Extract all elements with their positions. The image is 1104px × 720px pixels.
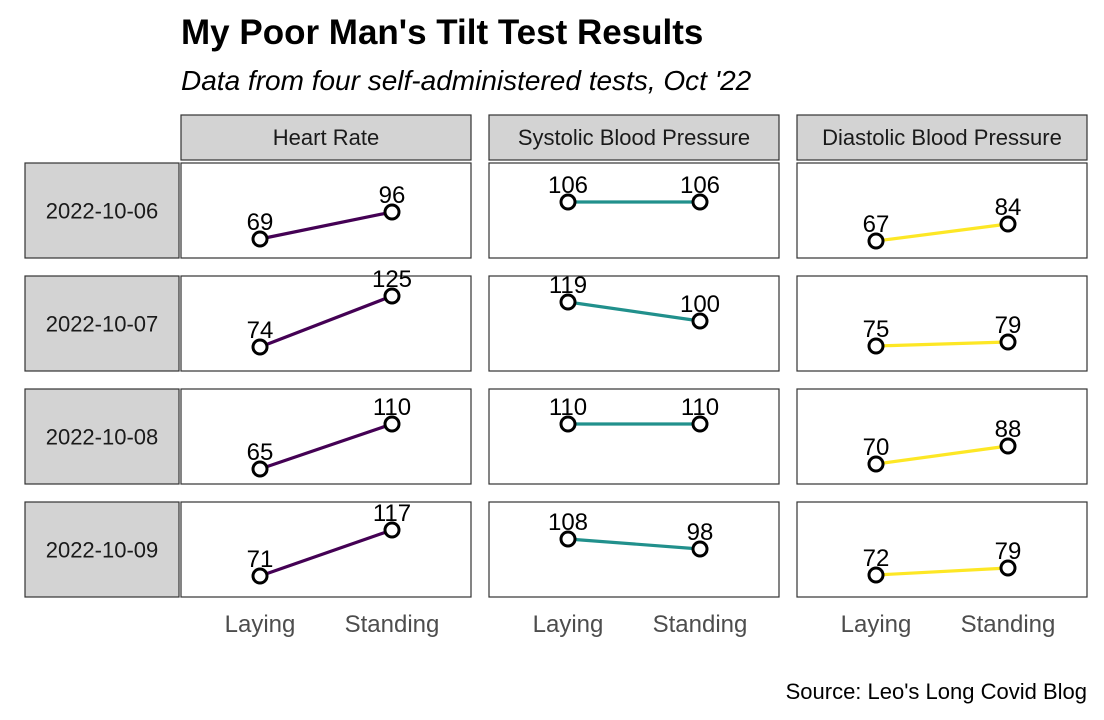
data-point-laying: [559, 193, 577, 211]
panel-systolic-blood-pressure-2022-10-09: [488, 501, 780, 598]
data-label: 88: [995, 416, 1022, 443]
panel-heart-rate-2022-10-08: [180, 388, 472, 485]
strip-label-systolic-blood-pressure: Systolic Blood Pressure: [518, 125, 750, 150]
data-label: 117: [373, 500, 411, 527]
strip-diastolic-blood-pressure: [796, 114, 1088, 161]
series-line: [567, 537, 701, 551]
data-label: 70: [863, 434, 890, 461]
series-line: [259, 210, 393, 241]
data-point-standing: [691, 312, 709, 330]
panel-diastolic-blood-pressure-2022-10-07: [796, 275, 1088, 372]
data-point-laying: [559, 293, 577, 311]
series-line: [875, 444, 1009, 466]
panel-diastolic-blood-pressure-2022-10-09: [796, 501, 1088, 598]
data-point-laying: [251, 460, 269, 478]
data-label: 119: [549, 272, 587, 299]
data-label: 110: [681, 394, 719, 421]
data-label: 125: [372, 266, 412, 293]
row-strip-2022-10-08: [24, 388, 180, 485]
chart-subtitle: Data from four self-administered tests, …: [181, 65, 752, 96]
data-label: 75: [863, 316, 890, 343]
data-label: 98: [687, 519, 714, 546]
data-label: 65: [247, 439, 274, 466]
x-tick-label-standing: Standing: [653, 611, 748, 638]
data-label: 96: [379, 182, 406, 209]
panel-heart-rate-2022-10-07: [180, 275, 472, 372]
data-point-standing: [383, 415, 401, 433]
data-label: 106: [680, 172, 720, 199]
data-point-laying: [251, 338, 269, 356]
data-label: 84: [995, 194, 1022, 221]
x-tick-label-standing: Standing: [961, 611, 1056, 638]
strip-label-heart-rate: Heart Rate: [273, 125, 379, 150]
panel-systolic-blood-pressure-2022-10-06: [488, 162, 780, 259]
series-line: [875, 340, 1009, 348]
data-point-standing: [999, 559, 1017, 577]
data-point-standing: [999, 215, 1017, 233]
data-point-standing: [691, 193, 709, 211]
data-point-laying: [867, 566, 885, 584]
data-label: 74: [247, 317, 274, 344]
x-tick-label-standing: Standing: [345, 611, 440, 638]
row-strip-2022-10-06: [24, 162, 180, 259]
data-point-standing: [691, 415, 709, 433]
chart-caption: Source: Leo's Long Covid Blog: [786, 679, 1087, 704]
data-point-standing: [383, 521, 401, 539]
strip-systolic-blood-pressure: [488, 114, 780, 161]
data-point-standing: [383, 287, 401, 305]
data-label: 79: [995, 312, 1022, 339]
data-label: 72: [863, 545, 890, 572]
data-label: 79: [995, 538, 1022, 565]
data-label: 110: [373, 394, 411, 421]
x-tick-label-laying: Laying: [225, 611, 296, 638]
panel-diastolic-blood-pressure-2022-10-08: [796, 388, 1088, 485]
panel-systolic-blood-pressure-2022-10-07: [488, 275, 780, 372]
data-label: 69: [247, 209, 274, 236]
series-line: [259, 528, 393, 578]
chart-title: My Poor Man's Tilt Test Results: [181, 13, 703, 52]
data-point-laying: [559, 530, 577, 548]
data-point-laying: [559, 415, 577, 433]
series-line: [567, 300, 701, 323]
data-label: 106: [548, 172, 588, 199]
data-point-laying: [867, 232, 885, 250]
series-line: [259, 422, 393, 471]
data-label: 67: [863, 211, 890, 238]
row-strip-2022-10-09: [24, 501, 180, 598]
panel-systolic-blood-pressure-2022-10-08: [488, 388, 780, 485]
strip-label-diastolic-blood-pressure: Diastolic Blood Pressure: [822, 125, 1062, 150]
data-point-laying: [867, 337, 885, 355]
panel-heart-rate-2022-10-06: [180, 162, 472, 259]
data-point-standing: [691, 540, 709, 558]
series-line: [259, 294, 393, 349]
panel-heart-rate-2022-10-09: [180, 501, 472, 598]
data-label: 100: [680, 291, 720, 318]
panel-diastolic-blood-pressure-2022-10-06: [796, 162, 1088, 259]
series-line: [875, 566, 1009, 577]
strip-heart-rate: [180, 114, 472, 161]
row-label-2022-10-09: 2022-10-09: [46, 538, 159, 563]
data-label: 71: [247, 546, 274, 573]
data-point-laying: [251, 567, 269, 585]
row-label-2022-10-08: 2022-10-08: [46, 425, 159, 450]
x-tick-label-laying: Laying: [841, 611, 912, 638]
row-label-2022-10-07: 2022-10-07: [46, 312, 159, 337]
data-point-standing: [999, 333, 1017, 351]
data-point-standing: [383, 203, 401, 221]
x-tick-label-laying: Laying: [533, 611, 604, 638]
data-point-laying: [867, 455, 885, 473]
facet-grid: Heart Rate Systolic Blood Pressure Diastol…: [24, 114, 1088, 638]
row-strip-2022-10-07: [24, 275, 180, 372]
data-point-laying: [251, 230, 269, 248]
data-label: 108: [548, 509, 588, 536]
data-point-standing: [999, 437, 1017, 455]
data-label: 110: [549, 394, 587, 421]
row-label-2022-10-06: 2022-10-06: [46, 199, 159, 224]
series-line: [875, 222, 1009, 243]
